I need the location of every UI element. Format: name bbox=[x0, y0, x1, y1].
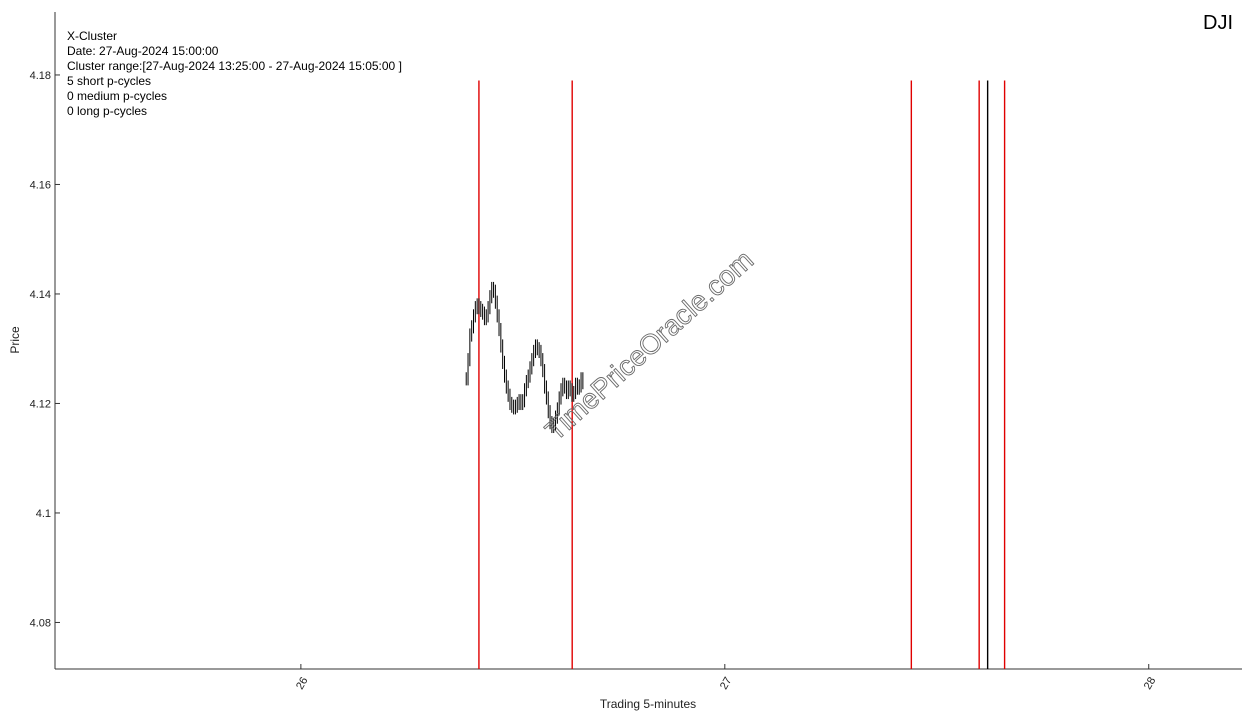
y-tick-label: 4.14 bbox=[30, 289, 51, 301]
x-tick-label: 28 bbox=[1142, 675, 1159, 692]
info-line: Date: 27-Aug-2024 15:00:00 bbox=[67, 44, 219, 58]
y-tick-label: 4.08 bbox=[30, 617, 51, 629]
y-tick-label: 4.1 bbox=[36, 508, 51, 520]
y-tick-label: 4.18 bbox=[30, 70, 51, 82]
info-line: Cluster range:[27-Aug-2024 13:25:00 - 27… bbox=[67, 59, 402, 73]
plot-area bbox=[54, 12, 1242, 670]
price-series bbox=[465, 281, 584, 434]
y-axis-label: Price bbox=[8, 326, 22, 354]
cycle-lines bbox=[478, 80, 1006, 669]
x-tick-label: 26 bbox=[294, 675, 311, 692]
info-line: 0 medium p-cycles bbox=[67, 89, 167, 103]
x-tick-label: 27 bbox=[718, 675, 735, 692]
x-axis-ticks: 26 27 28 bbox=[294, 664, 1158, 692]
info-line: X-Cluster bbox=[67, 29, 117, 43]
symbol-label: DJI bbox=[1203, 12, 1233, 34]
x-axis-label: Trading 5-minutes bbox=[600, 697, 696, 711]
info-line: 0 long p-cycles bbox=[67, 104, 147, 118]
y-axis-ticks: 4.08 4.1 4.12 4.14 4.16 4.18 bbox=[30, 70, 60, 629]
y-tick-label: 4.16 bbox=[30, 179, 51, 191]
info-line: 5 short p-cycles bbox=[67, 74, 151, 88]
y-tick-label: 4.12 bbox=[30, 398, 51, 410]
